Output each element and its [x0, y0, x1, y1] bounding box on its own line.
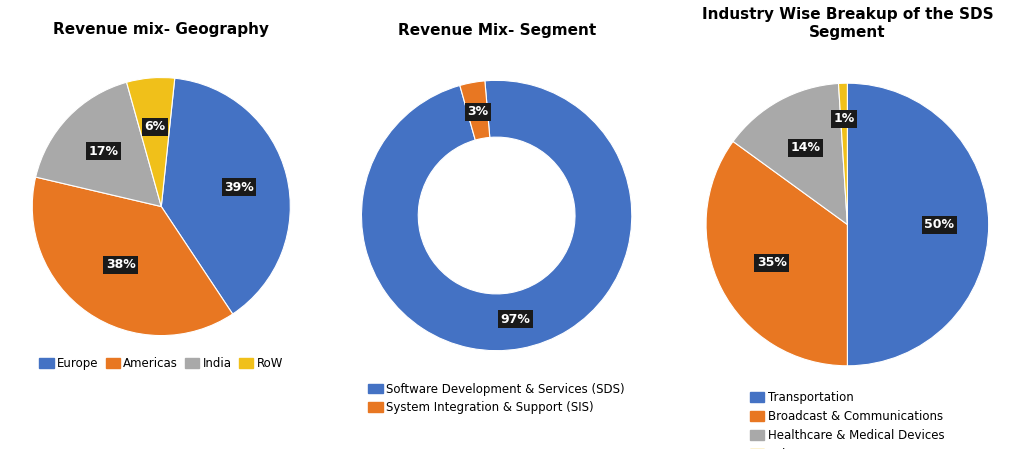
- Wedge shape: [36, 82, 162, 207]
- Legend: Software Development & Services (SDS), System Integration & Support (SIS): Software Development & Services (SDS), S…: [364, 378, 630, 419]
- Wedge shape: [733, 84, 848, 224]
- Text: 3%: 3%: [467, 106, 488, 119]
- Wedge shape: [127, 78, 175, 207]
- Title: Industry Wise Breakup of the SDS
Segment: Industry Wise Breakup of the SDS Segment: [701, 7, 993, 40]
- Text: 50%: 50%: [925, 218, 954, 231]
- Title: Revenue mix- Geography: Revenue mix- Geography: [53, 22, 269, 37]
- Legend: Europe, Americas, India, RoW: Europe, Americas, India, RoW: [35, 352, 288, 375]
- Text: 38%: 38%: [105, 258, 135, 271]
- Wedge shape: [707, 141, 848, 366]
- Text: 6%: 6%: [144, 120, 165, 133]
- Legend: Transportation, Broadcast & Communications, Healthcare & Medical Devices, Others: Transportation, Broadcast & Communicatio…: [745, 387, 949, 449]
- Text: 35%: 35%: [757, 256, 786, 269]
- Text: 39%: 39%: [224, 181, 254, 194]
- Wedge shape: [33, 177, 232, 335]
- Wedge shape: [361, 80, 632, 351]
- Wedge shape: [839, 83, 848, 224]
- Text: 97%: 97%: [501, 313, 530, 326]
- Title: Revenue Mix- Segment: Revenue Mix- Segment: [397, 23, 596, 39]
- Wedge shape: [162, 78, 290, 314]
- Wedge shape: [460, 81, 489, 140]
- Wedge shape: [847, 83, 989, 366]
- Text: 1%: 1%: [834, 112, 855, 125]
- Text: 17%: 17%: [88, 145, 119, 158]
- Text: 14%: 14%: [791, 141, 820, 154]
